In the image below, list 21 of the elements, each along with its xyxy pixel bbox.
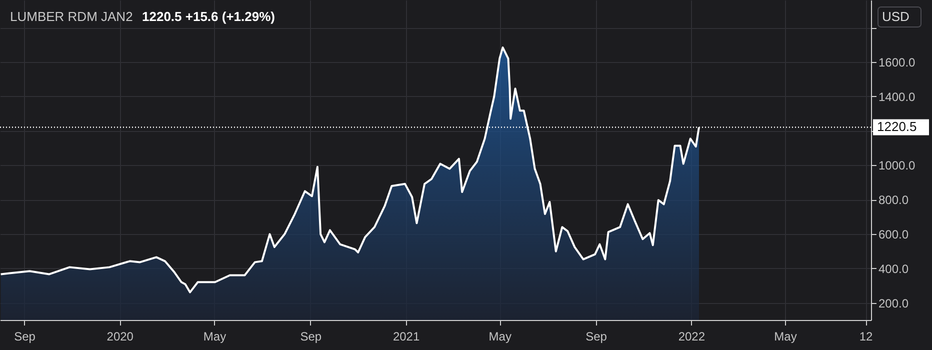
y-tick-label: 400.0 <box>878 262 909 276</box>
x-tick-label: Sep <box>14 330 36 344</box>
y-tick-label: 600.0 <box>878 227 909 242</box>
x-tick-label: May <box>488 330 512 344</box>
y-tick-label: 200.0 <box>878 296 909 310</box>
x-tick-label: Sep <box>586 330 608 344</box>
y-tick-label: 1400.0 <box>878 90 916 104</box>
x-tick-label: Sep <box>300 330 322 344</box>
x-tick-label: 12 <box>859 330 874 344</box>
y-tick-label: 800.0 <box>878 193 909 208</box>
y-tick-label: 1600.0 <box>878 55 916 70</box>
annotation: 1220.5 +15.6 (+1.29%) <box>142 9 275 24</box>
text: LUMBER RDM JAN2 <box>10 9 133 24</box>
y-tick-label: 1000.0 <box>878 158 916 173</box>
x-tick-label: 2022 <box>678 330 706 344</box>
x-tick-label: 2020 <box>106 330 134 344</box>
text: USD <box>882 9 910 24</box>
ref-line-label: 1220.5 <box>877 119 917 134</box>
x-tick-label: May <box>203 330 226 344</box>
x-tick-label: May <box>774 330 797 344</box>
x-tick-label: 2021 <box>392 330 420 344</box>
